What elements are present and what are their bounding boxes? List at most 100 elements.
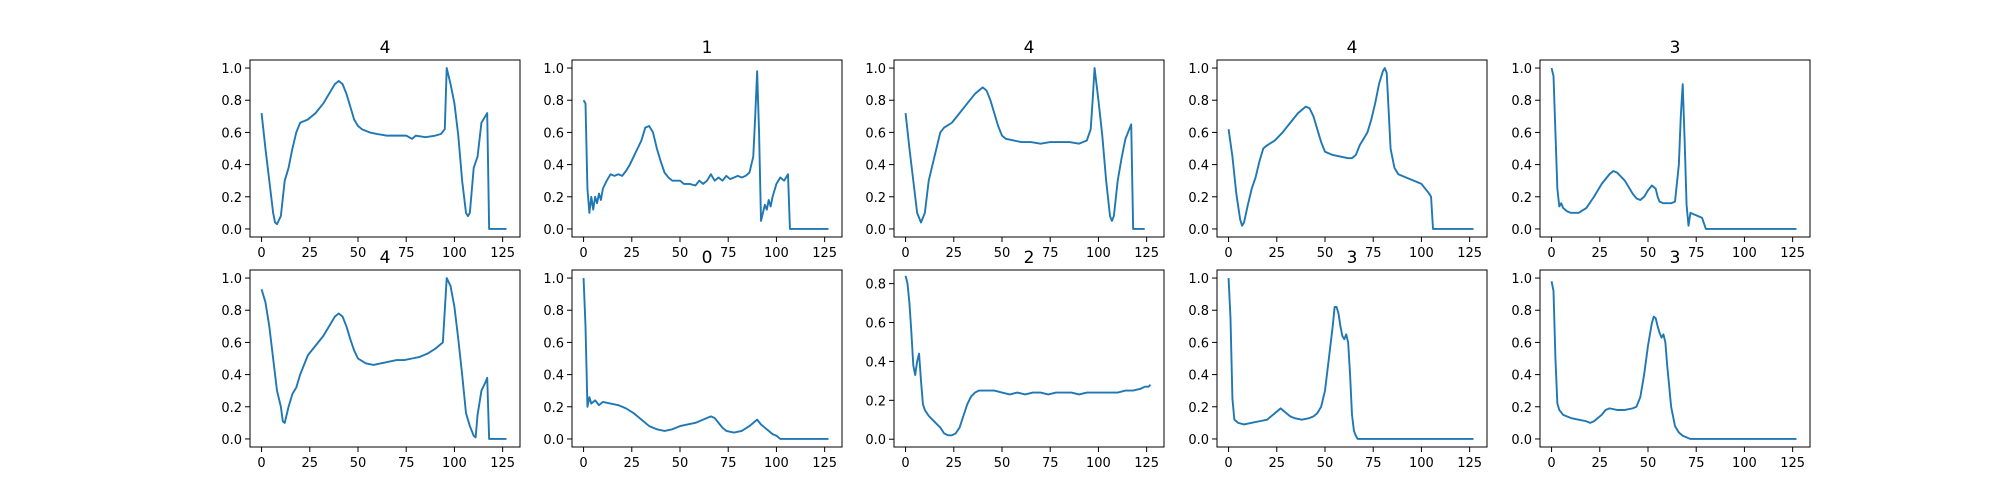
y-tick-label: 0.4	[865, 159, 886, 174]
subplot-title: 4	[1347, 38, 1358, 58]
x-tick-label: 100	[1086, 246, 1111, 261]
y-tick-label: 1.0	[543, 272, 564, 287]
subplot-9: 3 0 25 50 75 100 125 0.0 0.2 0.4 0.6 0.8 1.0	[1188, 248, 1488, 471]
x-tick-label: 75	[1688, 456, 1705, 471]
y-tick-label: 0.8	[1188, 94, 1209, 109]
y-tick-label: 0.4	[1188, 159, 1209, 174]
x-tick-label: 0	[257, 456, 265, 471]
x-tick-label: 25	[946, 246, 963, 261]
subplot-8: 2 0 25 50 75 100 125 0.0 0.2 0.4 0.6 0.8	[865, 248, 1165, 471]
x-tick-label: 0	[901, 456, 909, 471]
x-tick-label: 100	[1409, 246, 1434, 261]
y-tick-label: 0.8	[543, 94, 564, 109]
y-tick-label: 0.4	[1511, 159, 1532, 174]
x-tick-label: 100	[764, 246, 789, 261]
x-tick-label: 0	[1547, 456, 1555, 471]
x-tick-label: 100	[764, 456, 789, 471]
y-tick-label: 0.6	[221, 126, 242, 141]
y-tick-label: 0.0	[1188, 223, 1209, 238]
axes-frame	[571, 269, 843, 448]
y-tick-label: 0.8	[1511, 94, 1532, 109]
y-tick-label: 0.2	[1511, 401, 1532, 416]
subplot-title: 0	[702, 248, 713, 268]
x-tick-label: 100	[1409, 456, 1434, 471]
x-tick-label: 75	[398, 456, 415, 471]
x-tick-label: 50	[350, 456, 367, 471]
x-tick-label: 50	[994, 456, 1011, 471]
axes-frame	[1539, 59, 1811, 238]
axes-frame	[571, 59, 843, 238]
y-tick-label: 0.0	[865, 223, 886, 238]
x-tick-label: 125	[1134, 246, 1159, 261]
y-tick-label: 1.0	[1511, 62, 1532, 77]
subplot-title: 4	[380, 38, 391, 58]
y-tick-label: 0.4	[543, 159, 564, 174]
y-tick-label: 0.8	[221, 94, 242, 109]
subplot-title: 2	[1024, 248, 1035, 268]
y-tick-label: 0.4	[1188, 369, 1209, 384]
axes-frame	[1539, 269, 1811, 448]
y-tick-label: 1.0	[221, 62, 242, 77]
x-tick-label: 0	[1224, 246, 1232, 261]
y-tick-label: 0.0	[543, 223, 564, 238]
subplot-title: 1	[702, 38, 713, 58]
y-tick-label: 1.0	[865, 62, 886, 77]
y-tick-label: 0.6	[543, 336, 564, 351]
axes-frame	[249, 269, 521, 448]
x-tick-label: 100	[1086, 456, 1111, 471]
y-tick-label: 0.8	[1188, 304, 1209, 319]
x-tick-label: 0	[579, 246, 587, 261]
x-tick-label: 25	[624, 246, 641, 261]
x-tick-label: 125	[490, 246, 515, 261]
y-tick-label: 0.4	[543, 369, 564, 384]
y-tick-label: 0.0	[1188, 433, 1209, 448]
axes-frame	[1216, 59, 1488, 238]
x-tick-label: 125	[1780, 456, 1805, 471]
y-tick-label: 0.8	[543, 304, 564, 319]
x-tick-label: 100	[442, 246, 467, 261]
x-tick-label: 25	[1592, 456, 1609, 471]
y-tick-label: 0.6	[543, 126, 564, 141]
x-tick-label: 75	[398, 246, 415, 261]
y-tick-label: 0.0	[543, 433, 564, 448]
axes-frame	[893, 269, 1165, 448]
x-tick-label: 75	[1365, 456, 1382, 471]
subplot-title: 4	[1024, 38, 1035, 58]
y-tick-label: 0.2	[221, 191, 242, 206]
axes-frame	[893, 59, 1165, 238]
x-tick-label: 25	[302, 456, 319, 471]
x-tick-label: 25	[1269, 246, 1286, 261]
series-line	[582, 70, 829, 230]
y-tick-label: 0.0	[865, 433, 886, 448]
subplot-1: 4 0 25 50 75 100 125 0.0 0.2 0.4 0.6 0.8 1.0	[221, 38, 521, 261]
y-tick-label: 0.2	[1511, 191, 1532, 206]
x-tick-label: 25	[946, 456, 963, 471]
y-tick-label: 0.0	[1511, 433, 1532, 448]
series-line	[260, 67, 507, 230]
x-tick-label: 75	[1042, 246, 1059, 261]
y-tick-label: 0.6	[865, 317, 886, 332]
subplot-4: 4 0 25 50 75 100 125 0.0 0.2 0.4 0.6 0.8 1.0	[1188, 38, 1488, 261]
subplot-5: 3 0 25 50 75 100 125 0.0 0.2 0.4 0.6 0.8 1.0	[1511, 38, 1811, 261]
y-tick-label: 0.6	[221, 336, 242, 351]
y-tick-label: 0.6	[1511, 126, 1532, 141]
series-line	[1227, 278, 1474, 440]
x-tick-label: 50	[1317, 456, 1334, 471]
series-line	[1550, 281, 1797, 440]
series-line	[260, 277, 507, 440]
x-tick-label: 75	[720, 456, 737, 471]
subplot-title: 4	[380, 248, 391, 268]
y-tick-label: 0.0	[221, 433, 242, 448]
y-tick-label: 1.0	[1188, 62, 1209, 77]
x-tick-label: 125	[1457, 246, 1482, 261]
y-tick-label: 0.8	[221, 304, 242, 319]
x-tick-label: 0	[579, 456, 587, 471]
subplot-title: 3	[1670, 248, 1681, 268]
y-tick-label: 0.4	[865, 355, 886, 370]
x-tick-label: 125	[1457, 456, 1482, 471]
y-tick-label: 0.4	[221, 369, 242, 384]
series-line	[904, 67, 1145, 230]
y-tick-label: 0.8	[865, 278, 886, 293]
